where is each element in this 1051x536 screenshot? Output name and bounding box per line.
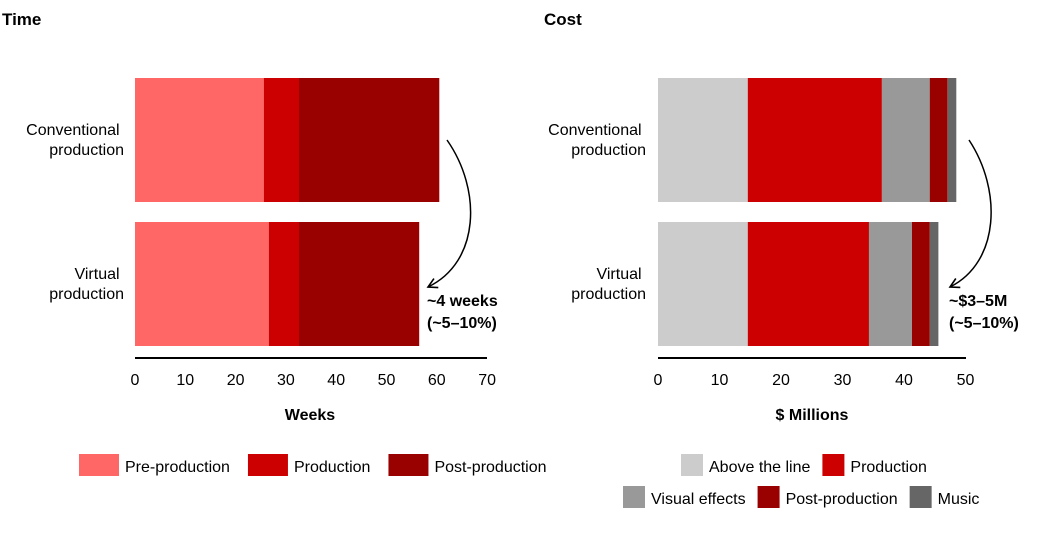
cost-x-tick-label: 20 (772, 372, 790, 389)
category-label-line: production (571, 286, 646, 303)
annotation-line: (~5–10%) (427, 315, 497, 332)
time-x-tick-label: 70 (478, 372, 496, 389)
cost-bar-production-virtual-production (747, 222, 869, 346)
time-x-tick-label: 10 (176, 372, 194, 389)
cost-legend-label-music: Music (938, 491, 980, 508)
time-bar-pre-production-virtual-production (135, 222, 269, 346)
category-label-line: Conventional (548, 122, 641, 139)
time-x-tick-label: 30 (277, 372, 295, 389)
cost-bar-production-conventional-production (747, 78, 882, 202)
time-x-tick-label: 20 (227, 372, 245, 389)
category-label-line: production (49, 286, 124, 303)
time-bar-production-conventional-production (263, 78, 299, 202)
cost-legend-swatch-music (909, 486, 932, 508)
time-legend-label-pre-production: Pre-production (125, 459, 230, 476)
category-label-line: Virtual (74, 266, 119, 283)
cost-bars (658, 78, 957, 346)
time-bar-post-production-conventional-production (299, 78, 440, 202)
cost-legend-label-post-production: Post-production (786, 491, 898, 508)
cost-bar-above-the-line-conventional-production (658, 78, 748, 202)
time-panel: Time Conventional production Virtual pro… (2, 10, 547, 476)
category-label-conventional: Conventional production (26, 122, 124, 159)
time-legend-swatch-pre-production (79, 454, 119, 476)
time-chart-title: Time (2, 10, 41, 29)
time-x-tick-label: 40 (327, 372, 345, 389)
cost-legend-swatch-production (822, 454, 845, 476)
cost-tick-labels: 0 10 20 30 40 50 (654, 372, 975, 389)
time-savings-arrow (426, 139, 472, 289)
annotation-line: ~$3–5M (949, 293, 1007, 310)
cost-legend-label-above-the-line: Above the line (709, 459, 811, 476)
category-label-conventional: Conventional production (548, 122, 646, 159)
cost-bar-visual-effects-virtual-production (868, 222, 912, 346)
cost-bar-music-virtual-production (929, 222, 939, 346)
time-x-axis-label: Weeks (285, 407, 336, 424)
annotation-line: (~5–10%) (949, 315, 1019, 332)
time-legend: Pre-production Production Post-production (79, 454, 547, 476)
time-bars (135, 78, 440, 346)
category-label-line: production (571, 142, 646, 159)
cost-x-axis-label: $ Millions (776, 407, 849, 424)
time-x-tick-label: 60 (428, 372, 446, 389)
time-legend-label-post-production: Post-production (434, 459, 546, 476)
time-x-tick-label: 50 (378, 372, 396, 389)
category-label-virtual: Virtual production (571, 266, 646, 303)
time-bar-post-production-virtual-production (299, 222, 420, 346)
category-label-line: Conventional (26, 122, 119, 139)
cost-savings-arrow (948, 139, 992, 289)
cost-x-tick-label: 0 (654, 372, 663, 389)
cost-x-tick-label: 30 (834, 372, 852, 389)
time-x-tick-label: 0 (131, 372, 140, 389)
time-legend-label-production: Production (294, 459, 371, 476)
cost-bar-above-the-line-virtual-production (658, 222, 748, 346)
time-legend-swatch-production (247, 454, 288, 476)
cost-legend-swatch-visual-effects (623, 486, 645, 508)
cost-bar-post-production-virtual-production (912, 222, 930, 346)
time-tick-labels: 0 10 20 30 40 50 60 70 (131, 372, 497, 389)
category-label-line: Virtual (596, 266, 641, 283)
cost-bar-post-production-conventional-production (929, 78, 948, 202)
time-bar-pre-production-conventional-production (135, 78, 264, 202)
cost-savings-annotation: ~$3–5M (~5–10%) (949, 293, 1019, 332)
time-savings-annotation: ~4 weeks (~5–10%) (427, 293, 502, 332)
cost-panel: Cost Conventional production Virtual pro… (544, 10, 1019, 508)
cost-legend-label-production: Production (850, 459, 927, 476)
cost-legend-swatch-above-the-line (681, 454, 703, 476)
cost-legend-label-visual-effects: Visual effects (651, 491, 746, 508)
time-bar-production-virtual-production (268, 222, 299, 346)
time-legend-swatch-post-production (388, 454, 429, 476)
category-label-line: production (49, 142, 124, 159)
annotation-line: ~4 weeks (427, 293, 498, 310)
cost-x-tick-label: 50 (957, 372, 975, 389)
cost-legend-swatch-post-production (757, 486, 780, 508)
cost-bar-visual-effects-conventional-production (881, 78, 930, 202)
cost-chart-title: Cost (544, 10, 582, 29)
cost-x-tick-label: 10 (711, 372, 729, 389)
category-label-virtual: Virtual production (49, 266, 124, 303)
cost-x-tick-label: 40 (895, 372, 913, 389)
cost-bar-music-conventional-production (947, 78, 957, 202)
cost-legend: Above the line Production Visual effects Po… (623, 454, 979, 508)
